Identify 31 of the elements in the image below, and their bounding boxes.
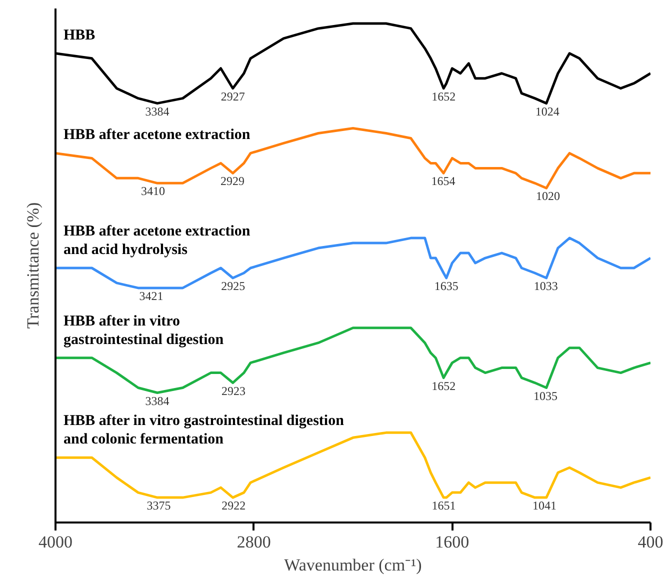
annotation: 1652	[432, 378, 456, 393]
x-tick-label: 400	[638, 532, 664, 552]
annotation: 1651	[432, 498, 456, 513]
annotation: 3421	[139, 288, 164, 303]
series-label: HBB after acetone extraction and acid hydrolysis	[64, 224, 251, 258]
annotation: 1024	[535, 104, 560, 118]
y-axis-title: Transmittance (%)	[24, 202, 42, 329]
annotation: 1654	[431, 174, 456, 188]
annotation: 1035	[534, 388, 558, 403]
annotation: 2923	[222, 384, 246, 398]
x-tick-label: 1600	[435, 532, 470, 552]
x-axis-title: Wavenumber (cm⁻¹)	[284, 556, 422, 574]
annotation: 1020	[536, 189, 560, 204]
series-label: HBB after in vitro gastrointestinal digestion and colonic fermentation	[64, 413, 345, 448]
annotation: 2927	[220, 89, 245, 104]
series-label: HBB after in vitro gastrointestinal digestion	[64, 313, 224, 348]
annotation: 3375	[146, 498, 171, 513]
series-label: HBB after acetone extraction	[64, 127, 251, 144]
x-tick-label: 2800	[236, 532, 271, 552]
annotation: 3410	[141, 184, 166, 198]
x-tick-label: 4000	[38, 532, 72, 552]
annotation: 2922	[222, 498, 246, 513]
annotation: 1652	[432, 89, 456, 104]
annotation: 3384	[145, 394, 170, 408]
annotation: 1635	[434, 278, 458, 293]
annotation: 1041	[532, 498, 557, 513]
annotation: 2929	[220, 174, 245, 188]
series-label: HBB	[64, 27, 96, 44]
annotation: 2925	[221, 278, 246, 293]
annotation: 3384	[145, 104, 170, 118]
annotation: 1033	[534, 278, 558, 293]
